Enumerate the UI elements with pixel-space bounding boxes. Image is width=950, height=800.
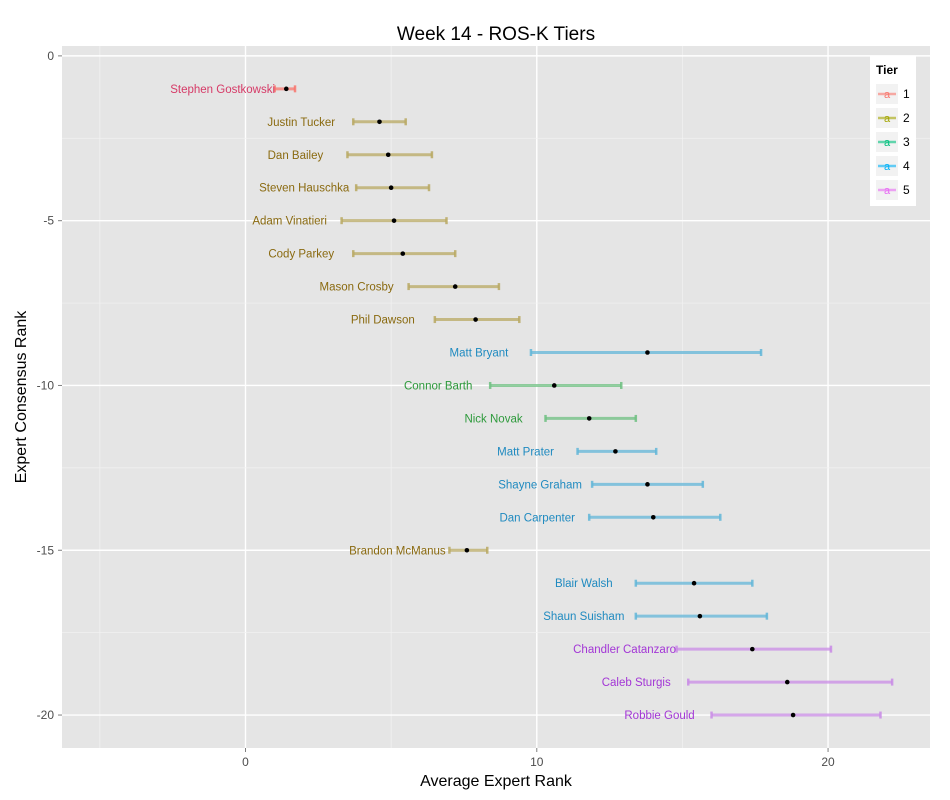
error-bar	[529, 349, 763, 357]
legend-key-glyph: a	[884, 161, 891, 173]
avg-point	[645, 482, 650, 487]
player-label: Dan Carpenter	[499, 512, 575, 524]
error-bar	[346, 151, 434, 159]
player-label: Caleb Sturgis	[602, 677, 671, 689]
player-label: Justin Tucker	[267, 117, 335, 129]
x-tick-label: 0	[242, 755, 249, 769]
player-label: Cody Parkey	[268, 249, 334, 261]
legend-key-glyph: a	[884, 137, 891, 149]
y-tick-label: -5	[43, 214, 54, 228]
legend-title: Tier	[876, 63, 898, 77]
error-bar	[407, 283, 501, 291]
y-tick-label: -10	[37, 378, 55, 392]
y-axis-title: Expert Consensus Rank	[13, 310, 30, 484]
player-label: Shaun Suisham	[543, 611, 624, 623]
error-bar	[686, 678, 894, 686]
error-bars	[273, 85, 894, 719]
avg-point	[391, 218, 397, 223]
error-bar	[634, 612, 769, 620]
avg-point	[377, 119, 382, 125]
player-label: Matt Prater	[497, 446, 554, 458]
player-label: Connor Barth	[404, 380, 472, 392]
error-bar	[354, 184, 431, 192]
error-bar	[340, 217, 448, 225]
avg-point	[385, 152, 391, 158]
avg-point	[551, 383, 557, 388]
player-label: Robbie Gould	[624, 710, 694, 722]
avg-point	[400, 251, 406, 256]
player-label: Brandon McManus	[349, 545, 446, 557]
error-bar	[634, 579, 754, 587]
avg-point	[388, 185, 394, 191]
avg-point	[283, 86, 289, 92]
error-bar	[488, 381, 623, 389]
legend: Tier a 1a 2a 3a 4a 5	[870, 56, 916, 206]
player-label: Matt Bryant	[450, 348, 510, 360]
legend-key-glyph: a	[884, 113, 891, 125]
grid-lines	[62, 46, 930, 748]
error-bar	[576, 447, 658, 455]
error-bar	[710, 711, 882, 719]
error-bar	[544, 414, 638, 422]
player-label: Stephen Gostkowski	[170, 84, 275, 96]
avg-point	[645, 350, 650, 355]
legend-label: 3	[903, 135, 910, 149]
avg-point	[613, 449, 618, 454]
player-label: Blair Walsh	[555, 578, 613, 590]
error-bar	[352, 250, 457, 258]
avg-point	[691, 580, 697, 586]
legend-key-glyph: a	[884, 185, 891, 197]
error-bar	[590, 480, 705, 488]
player-label: Shayne Graham	[498, 479, 582, 491]
avg-point	[452, 284, 458, 289]
error-bar	[675, 645, 833, 653]
player-label: Mason Crosby	[320, 282, 394, 294]
y-axis: 0 -5 -10 -15 -20	[37, 49, 62, 722]
avg-point	[784, 679, 790, 685]
player-label: Nick Novak	[464, 413, 522, 425]
error-bar	[448, 546, 489, 554]
avg-point	[464, 547, 470, 553]
error-bar	[433, 316, 521, 324]
legend-label: 4	[903, 159, 910, 173]
avg-point	[790, 712, 796, 718]
y-tick-label: -15	[37, 543, 55, 557]
avg-point	[473, 317, 478, 322]
error-bar	[273, 85, 297, 93]
legend-label: 2	[903, 111, 910, 125]
player-label: Phil Dawson	[351, 315, 415, 327]
player-label: Dan Bailey	[268, 150, 324, 162]
avg-point	[750, 646, 755, 652]
legend-label: 1	[903, 87, 910, 101]
y-tick-label: 0	[47, 49, 54, 63]
x-axis: 0 10 20	[242, 748, 835, 769]
player-label: Adam Vinatieri	[252, 216, 327, 228]
y-tick-label: -20	[37, 708, 55, 722]
avg-point	[586, 416, 592, 421]
avg-point	[650, 514, 656, 520]
x-axis-title: Average Expert Rank	[420, 773, 573, 790]
player-label: Chandler Catanzaro	[573, 644, 676, 656]
error-bar	[352, 118, 407, 126]
plot-panel	[62, 46, 930, 748]
player-label: Steven Hauschka	[259, 183, 350, 195]
x-tick-label: 20	[821, 755, 835, 769]
error-bar	[587, 513, 722, 521]
legend-key-glyph: a	[884, 89, 891, 101]
chart-title: Week 14 - ROS-K Tiers	[397, 24, 595, 45]
legend-label: 5	[903, 183, 910, 197]
x-tick-label: 10	[530, 755, 544, 769]
point-labels: Stephen Gostkowski Justin Tucker Dan Baile…	[170, 84, 694, 722]
avg-point	[697, 613, 703, 619]
